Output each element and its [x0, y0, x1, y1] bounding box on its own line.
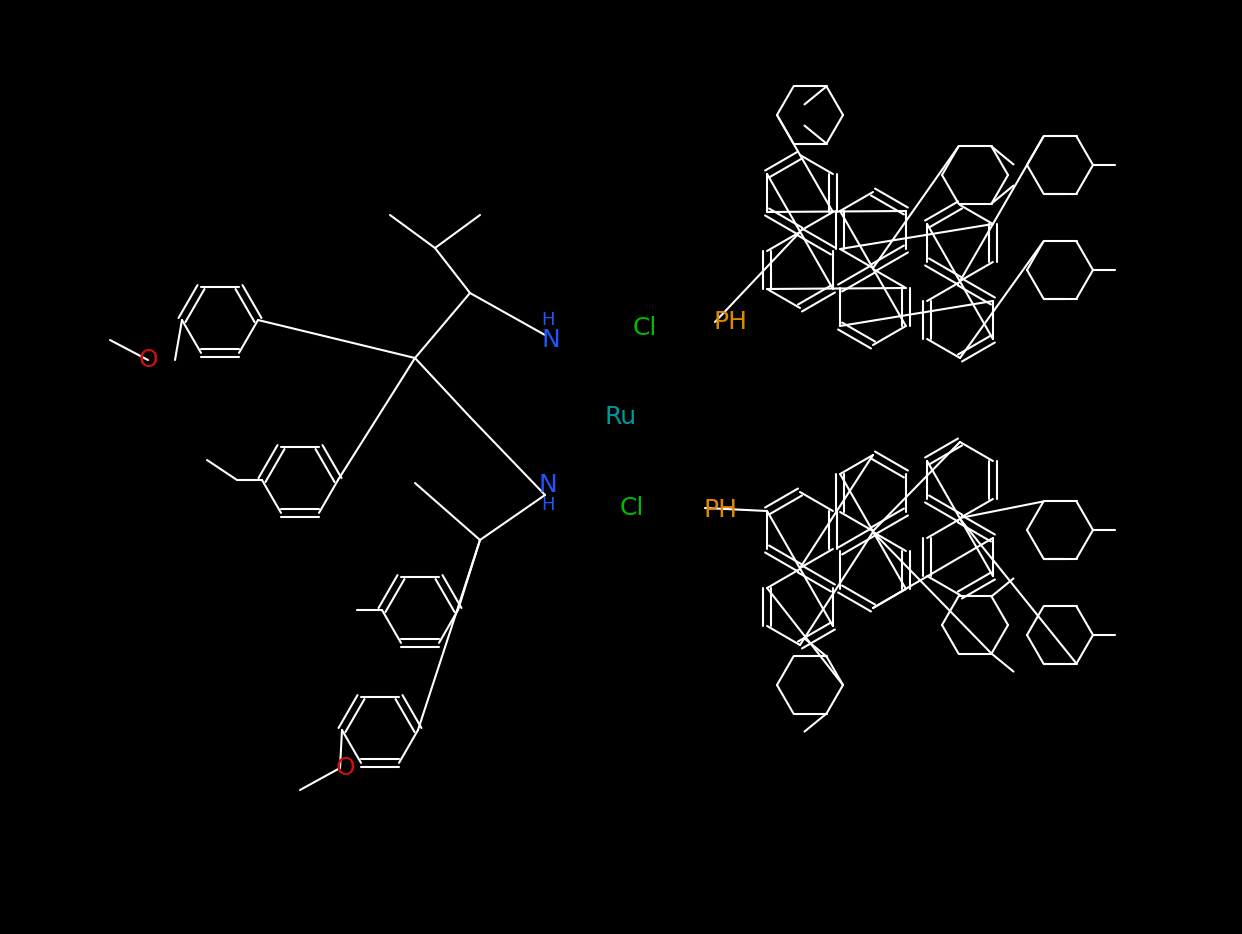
Text: H: H	[542, 311, 555, 329]
Text: Cl: Cl	[633, 316, 657, 340]
Text: Ru: Ru	[605, 405, 637, 429]
Text: N: N	[542, 328, 560, 352]
Text: H: H	[542, 496, 555, 514]
Text: Cl: Cl	[620, 496, 645, 520]
Text: O: O	[138, 348, 158, 372]
Text: PH: PH	[703, 498, 737, 522]
Text: N: N	[539, 473, 558, 497]
Text: PH: PH	[713, 310, 746, 334]
Text: O: O	[335, 756, 355, 780]
